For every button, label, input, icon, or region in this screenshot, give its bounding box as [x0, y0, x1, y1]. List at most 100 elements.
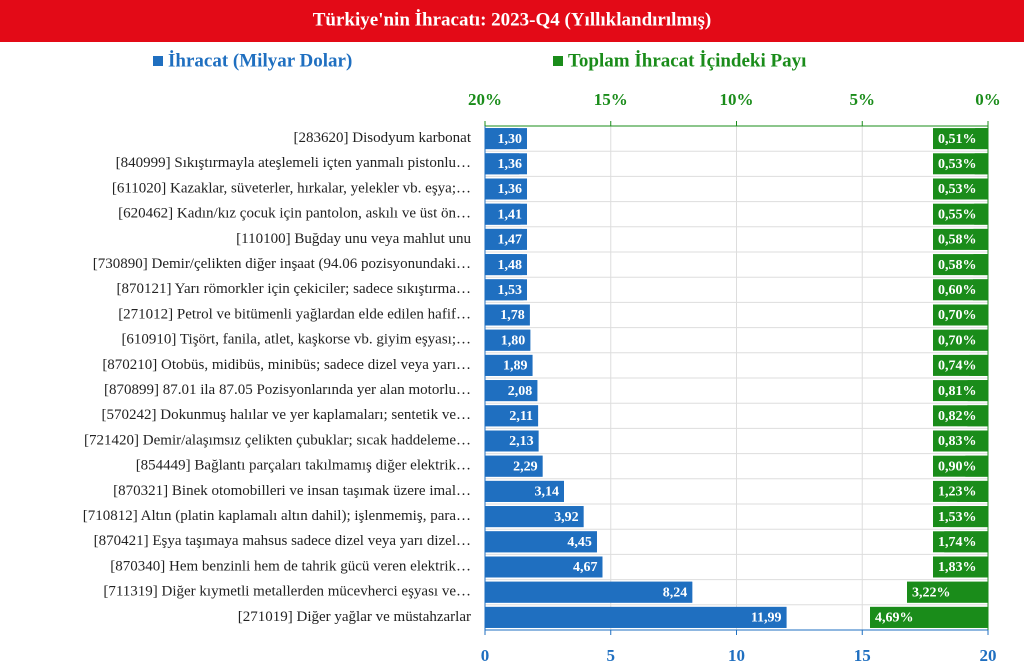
- label-box: [485, 405, 539, 427]
- x2-tick-label: 5%: [850, 90, 876, 109]
- category-label: [271019] Diğer yağlar ve müstahzarlar: [238, 609, 471, 625]
- label-box: [485, 606, 787, 628]
- label-box: [485, 506, 584, 528]
- label-box: [485, 329, 531, 351]
- value-label: 4,69%: [875, 611, 914, 626]
- label-box: [485, 556, 603, 578]
- label-box: [485, 480, 564, 502]
- label-box: [933, 556, 988, 578]
- value-label: 4,45: [567, 535, 592, 550]
- label-box: [933, 153, 988, 175]
- category-label: [283620] Disodyum karbonat: [294, 130, 472, 146]
- value-label: 1,48: [498, 258, 523, 273]
- value-label: 0,58%: [938, 233, 977, 248]
- category-label: [870210] Otobüs, midibüs, minibüs; sadec…: [102, 357, 471, 373]
- x2-tick-label: 15%: [594, 90, 628, 109]
- value-label: 3,92: [554, 510, 579, 525]
- value-label: 1,47: [498, 233, 523, 248]
- value-label: 1,30: [498, 132, 523, 147]
- category-label: [854449] Bağlantı parçaları takılmamış d…: [136, 458, 471, 474]
- value-label: 11,99: [751, 611, 782, 626]
- legend-label: İhracat (Milyar Dolar): [168, 50, 352, 71]
- label-box: [485, 354, 533, 376]
- x2-tick-label: 20%: [468, 90, 502, 109]
- label-box: [485, 531, 597, 553]
- value-label: 3,22%: [912, 585, 951, 600]
- x-tick-label: 0: [481, 646, 490, 665]
- label-box: [907, 581, 988, 603]
- value-label: 1,23%: [938, 485, 977, 500]
- category-label: [110100] Buğday unu veya mahlut unu: [236, 231, 471, 247]
- label-box: [933, 128, 988, 150]
- value-label: 0,55%: [938, 207, 977, 222]
- value-label: 0,81%: [938, 384, 977, 399]
- value-label: 0,53%: [938, 157, 977, 172]
- value-label: 1,53%: [938, 510, 977, 525]
- label-box: [485, 254, 527, 276]
- value-label: 0,51%: [938, 132, 977, 147]
- value-label: 2,13: [509, 434, 534, 449]
- category-label: [610910] Tişört, fanila, atlet, kaşkorse…: [121, 332, 471, 348]
- category-label: [870340] Hem benzinli hem de tahrik gücü…: [110, 558, 471, 574]
- x-tick-label: 5: [607, 646, 616, 665]
- label-box: [485, 128, 527, 150]
- label-box: [933, 304, 988, 326]
- label-box: [933, 279, 988, 301]
- label-box: [485, 430, 539, 452]
- value-label: 2,29: [513, 459, 538, 474]
- category-label: [840999] Sıkıştırmayla ateşlemeli içten …: [116, 155, 471, 171]
- value-label: 2,08: [508, 384, 533, 399]
- value-label: 0,82%: [938, 409, 977, 424]
- x-tick-label: 15: [854, 646, 871, 665]
- value-label: 1,36: [498, 157, 523, 172]
- label-box: [485, 203, 527, 225]
- category-label: [711319] Diğer kıymetli metallerden müce…: [103, 584, 471, 600]
- category-label: [620462] Kadın/kız çocuk için pantolon, …: [118, 206, 471, 222]
- label-box: [485, 380, 538, 402]
- label-box: [485, 228, 527, 250]
- value-label: 0,58%: [938, 258, 977, 273]
- label-box: [933, 354, 988, 376]
- category-label: [870321] Binek otomobilleri ve insan taş…: [113, 483, 471, 499]
- label-box: [933, 480, 988, 502]
- label-box: [485, 279, 527, 301]
- category-label: [870421] Eşya taşımaya mahsus sadece diz…: [94, 533, 471, 549]
- label-box: [933, 531, 988, 553]
- label-box: [485, 581, 693, 603]
- value-label: 8,24: [663, 585, 688, 600]
- value-label: 0,74%: [938, 359, 977, 374]
- value-label: 1,83%: [938, 560, 977, 575]
- label-box: [933, 329, 988, 351]
- label-box: [933, 405, 988, 427]
- value-label: 0,60%: [938, 283, 977, 298]
- value-label: 1,80: [501, 333, 526, 348]
- category-label: [611020] Kazaklar, süveterler, hırkalar,…: [112, 180, 471, 196]
- value-label: 2,11: [509, 409, 533, 424]
- label-box: [485, 304, 530, 326]
- x-tick-label: 20: [980, 646, 997, 665]
- legend-swatch: [153, 56, 163, 66]
- value-label: 1,53: [498, 283, 523, 298]
- label-box: [933, 506, 988, 528]
- category-label: [570242] Dokunmuş halılar ve yer kaplama…: [102, 407, 471, 423]
- value-label: 1,89: [503, 359, 528, 374]
- title-bar: [0, 0, 1024, 42]
- value-label: 0,70%: [938, 333, 977, 348]
- category-label: [870899] 87.01 ila 87.05 Pozisyonlarında…: [104, 382, 471, 398]
- value-label: 0,70%: [938, 308, 977, 323]
- x2-tick-label: 0%: [975, 90, 1001, 109]
- label-box: [933, 455, 988, 477]
- value-label: 1,78: [500, 308, 525, 323]
- value-label: 3,14: [534, 485, 559, 500]
- x2-tick-label: 10%: [720, 90, 754, 109]
- value-label: 0,83%: [938, 434, 977, 449]
- label-box: [933, 430, 988, 452]
- label-box: [485, 455, 543, 477]
- label-box: [933, 380, 988, 402]
- chart-title: Türkiye'nin İhracatı: 2023-Q4 (Yıllıklan…: [313, 9, 712, 30]
- label-box: [485, 153, 527, 175]
- label-box: [933, 228, 988, 250]
- label-box: [485, 178, 527, 200]
- x-tick-label: 10: [728, 646, 745, 665]
